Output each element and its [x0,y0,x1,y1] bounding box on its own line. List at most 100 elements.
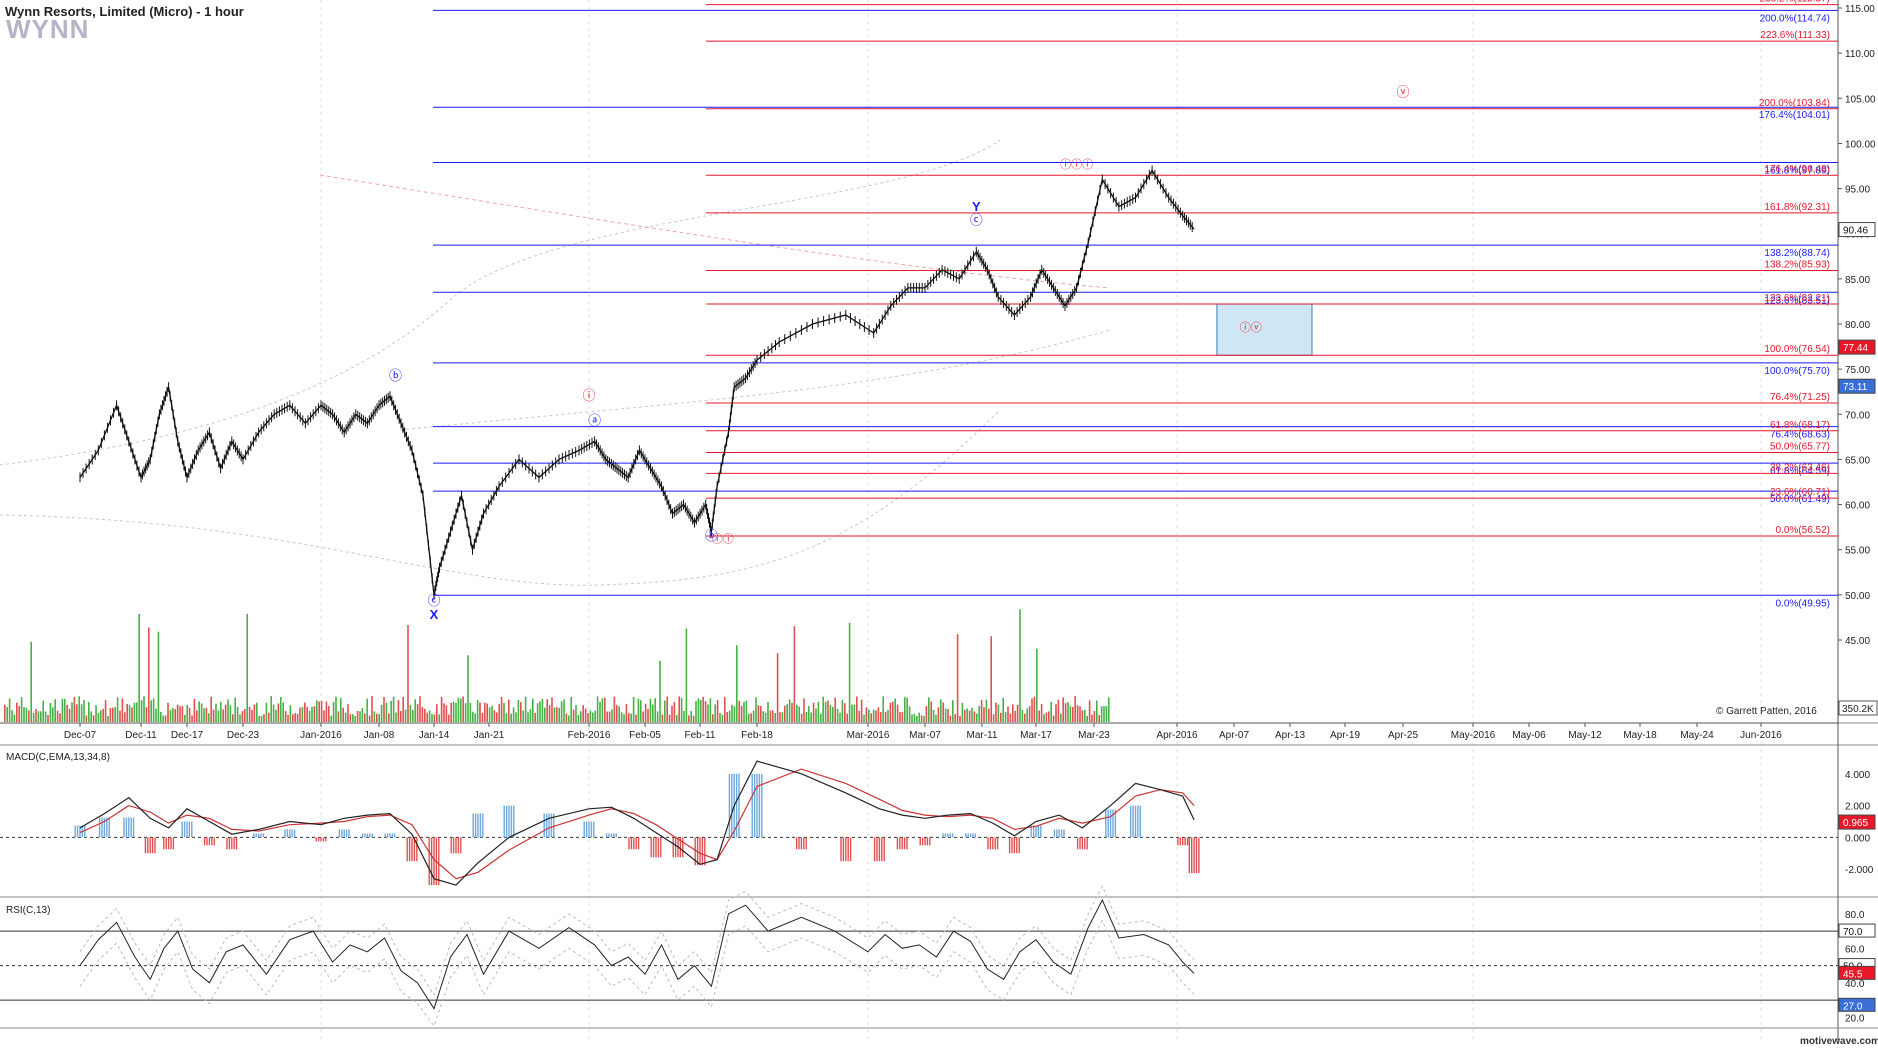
volume-bar [1072,706,1074,722]
volume-bar [683,710,685,722]
volume-bar [332,701,335,722]
volume-bar [220,701,222,722]
price-tick-label-7: 80.00 [1845,320,1870,331]
volume-bar [596,696,599,722]
volume-bar [805,711,808,722]
volume-bar [685,628,688,722]
fib-blue-label-2: 161.8%(97.89) [1764,165,1830,176]
volume-bar [899,711,901,722]
volume-bar [1093,710,1096,722]
wave-label-9: ⓘⓘⓘ [1060,158,1093,171]
volume-bar [1057,699,1060,722]
volume-bar [275,709,277,722]
volume-bar [47,715,49,722]
volume-bar [563,699,565,722]
volume-bar [366,698,368,722]
volume-bar [779,712,781,722]
volume-bars: 350.2K [4,609,1878,722]
volume-bar [659,660,661,722]
volume-bar [56,710,59,722]
volume-bar [959,715,961,722]
volume-bar [738,700,740,722]
volume-bar [865,707,868,722]
volume-bar [880,712,882,722]
volume-bar [978,705,980,722]
volume-bar [92,715,95,722]
volume-bar [1052,715,1055,722]
volume-bar [798,706,800,722]
volume-bar [325,701,328,722]
volume-bar [80,704,83,722]
volume-bar [145,707,148,722]
volume-bar [287,714,289,722]
volume-bar [227,699,229,722]
macd-tick-label-2: 0.000 [1845,833,1870,844]
price-series [79,165,1195,600]
volume-bar [637,698,640,722]
volume-bar [613,696,616,722]
volume-bar [484,702,486,722]
volume-bar [1004,711,1007,722]
macd-tick-label-0: 4.000 [1845,770,1870,781]
rsi-value-label-3: 27.0 [1843,1001,1863,1012]
volume-bar [217,710,220,722]
fib-blue-label-8: 50.0%(61.49) [1770,494,1830,505]
volume-bar [138,613,140,722]
volume-bar [894,698,896,722]
price-axis: 115.00110.00105.00100.0095.0090.0085.008… [1838,4,1876,647]
volume-bar [1081,710,1084,722]
volume-bar [620,712,623,722]
volume-bar [844,703,846,722]
price-flag-box-2 [1838,378,1876,394]
volume-bar [1031,698,1033,722]
volume-bar [342,707,344,722]
volume-bar [1103,706,1105,722]
fib-red-label-6: 123.6%(82.21) [1764,293,1830,304]
volume-bar [956,634,959,722]
volume-bar [380,704,383,722]
volume-bar [164,715,167,722]
volume-bar [359,711,361,722]
volume-bar [851,704,853,722]
volume-bar [493,710,496,722]
volume-bar [901,712,904,722]
volume-bar [431,713,433,722]
volume-bar [253,704,256,722]
volume-bar [628,713,630,722]
volume-bar [611,709,613,722]
volume-bar [887,710,889,722]
volume-bar [527,712,529,722]
volume-bar [656,711,659,722]
volume-bar [700,699,702,722]
fib-red-label-7: 100.0%(76.54) [1764,344,1830,355]
price-tick-label-4: 95.00 [1845,185,1870,196]
fib-red-label-9: 61.8%(68.17) [1770,420,1830,431]
volume-bar [169,709,172,722]
fib-red-label-4: 161.8%(92.31) [1764,202,1830,213]
price-tick-label-14: 45.00 [1845,636,1870,647]
volume-bar [776,653,779,722]
volume-bar [599,701,601,722]
volume-bar [234,697,236,722]
volume-bar [311,706,313,722]
date-label-26: May-24 [1680,730,1714,741]
date-label-2: Dec-17 [171,730,204,741]
volume-bar [539,701,541,722]
volume-bar [649,698,652,722]
price-tick-label-0: 115.00 [1845,4,1875,15]
volume-bar [126,703,128,722]
volume-bar [443,703,445,722]
volume-bar [184,714,186,722]
volume-bar [258,715,260,722]
volume-bar [109,707,112,722]
volume-bar [124,712,126,722]
volume-bar [606,711,608,722]
volume-bar [748,713,750,722]
volume-bar [716,699,719,722]
volume-bar [733,706,736,722]
volume-bar [940,699,942,722]
rsi-value-box-0 [1838,923,1876,938]
macd-value-box [1838,814,1876,830]
volume-bar [1021,709,1024,722]
